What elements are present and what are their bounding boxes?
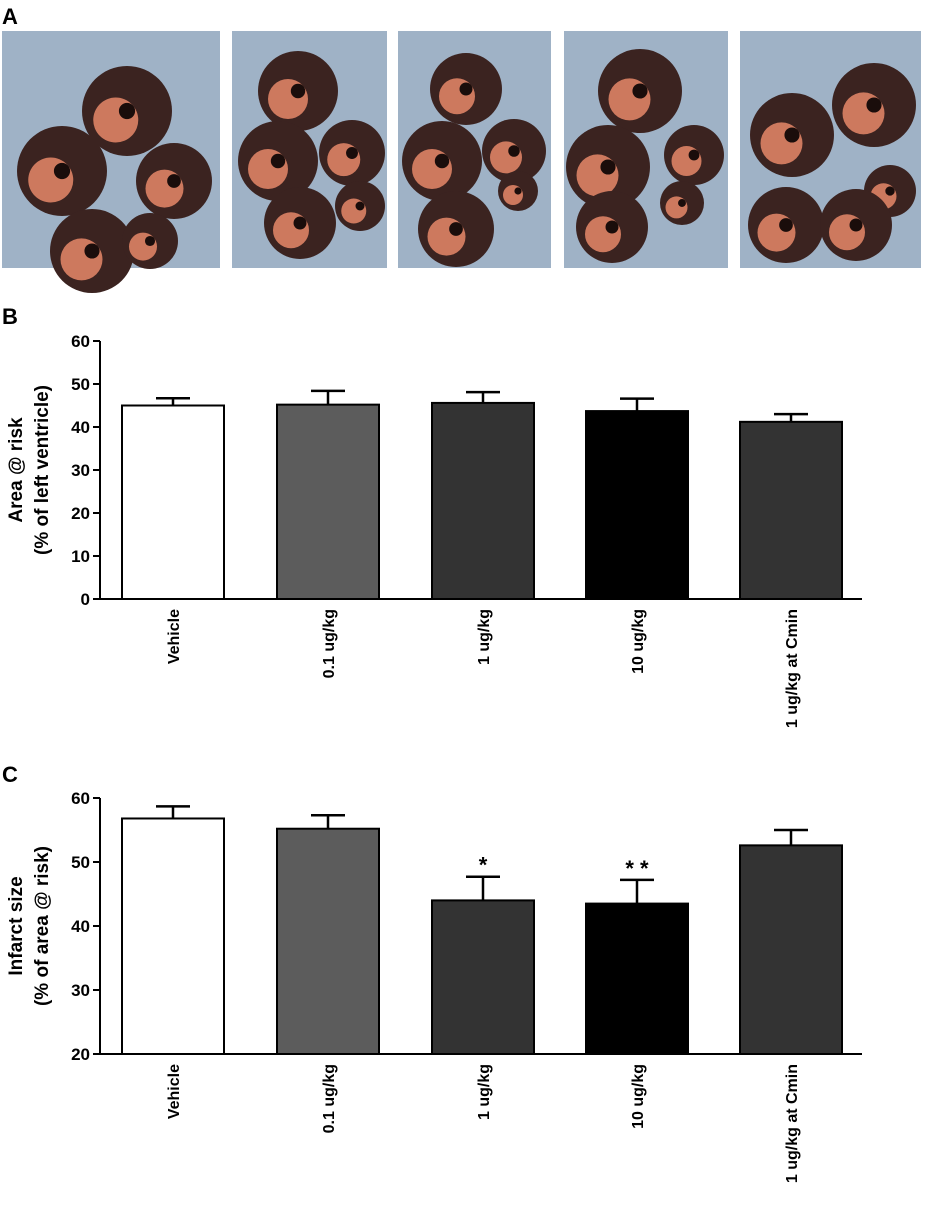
infarct-area [842,92,885,135]
lumen [167,174,181,188]
infarct-area [93,97,139,143]
infarct-area [129,232,157,261]
bar [276,827,380,1055]
infarct-area [576,154,619,197]
panel-label: A [2,4,18,29]
infarct-area [248,149,288,189]
lumen [290,83,306,99]
bar [585,902,689,1055]
bar [121,404,225,600]
lumen [270,153,286,169]
lumen [678,199,686,207]
lumen [514,187,522,195]
bar [739,844,843,1055]
infarct-area [341,198,367,224]
infarct-area [760,122,803,165]
lumen [355,201,365,211]
lumen [293,216,307,230]
lumen [118,102,136,120]
y-tick-label: 60 [71,332,90,351]
infarct-area [427,217,466,256]
infarct-area [490,141,522,174]
infarct-area [665,196,688,219]
lumen [784,127,800,143]
y-axis-title-line: (% of area @ risk) [32,846,53,1006]
infarct-area [28,157,74,203]
lumen [866,97,882,113]
infarct-area [145,169,184,208]
photo-row [2,31,921,293]
lumen [600,159,616,175]
y-tick-label: 20 [71,1045,90,1064]
x-tick-label: 1 ug/kg at Cmin [784,609,801,728]
significance-marker: * * [625,856,649,881]
infarct-area [829,214,865,251]
lumen [849,218,863,232]
y-tick-label: 30 [71,981,90,1000]
lumen [144,235,156,247]
y-axis-title: Infarct size (% of area @ risk) [6,846,53,1006]
lumen [632,83,648,99]
infarct-area [327,143,361,177]
x-tick-label: 0.1 ug/kg [321,1064,338,1133]
x-tick-label: 10 ug/kg [630,1064,647,1129]
bar [431,899,535,1056]
lumen [459,82,473,96]
lumen [53,162,71,180]
lumen [434,153,450,169]
y-axis-title-line: (% of left ventricle) [32,385,53,555]
y-tick-label: 0 [81,590,90,609]
panel-label: C [2,762,18,787]
lumen [508,145,520,157]
x-tick-label: 10 ug/kg [630,609,647,674]
y-tick-label: 50 [71,853,90,872]
y-tick-label: 50 [71,375,90,394]
lumen [688,149,700,161]
y-axis-title-line: Infarct size [6,876,27,975]
x-tick-label: 0.1 ug/kg [321,609,338,678]
y-tick-label: 40 [71,917,90,936]
infarct-area [412,149,452,189]
y-tick-label: 60 [71,789,90,808]
x-tick-label: 1 ug/kg [476,609,493,665]
lumen [449,222,463,236]
bar [121,817,225,1055]
infarct-area [439,78,475,115]
infarct-area [273,212,309,249]
panel-label: B [2,304,18,329]
y-tick-label: 20 [71,504,90,523]
y-axis-title-line: Area @ risk [6,417,27,523]
lumen [779,218,793,232]
infarct-area [60,238,103,281]
x-tick-label: 1 ug/kg [476,1064,493,1120]
infarct-area [757,213,796,252]
bar [276,403,380,601]
y-tick-label: 40 [71,418,90,437]
infarct-area [268,79,308,119]
y-tick-label: 10 [71,547,90,566]
infarct-area [608,78,651,121]
lumen [885,186,895,196]
bar [739,420,843,600]
lumen [84,243,100,259]
bar [431,401,535,601]
lumen [605,220,619,234]
y-axis-title: Area @ risk (% of left ventricle) [6,385,53,555]
infarct-area [503,185,523,205]
significance-marker: * [479,853,488,878]
y-tick-label: 30 [71,461,90,480]
bar [585,410,689,600]
x-tick-label: Vehicle [166,609,183,664]
infarct-area [671,146,702,176]
x-tick-label: Vehicle [166,1064,183,1119]
lumen [346,147,358,159]
infarct-area [585,216,621,253]
x-tick-label: 1 ug/kg at Cmin [784,1064,801,1183]
